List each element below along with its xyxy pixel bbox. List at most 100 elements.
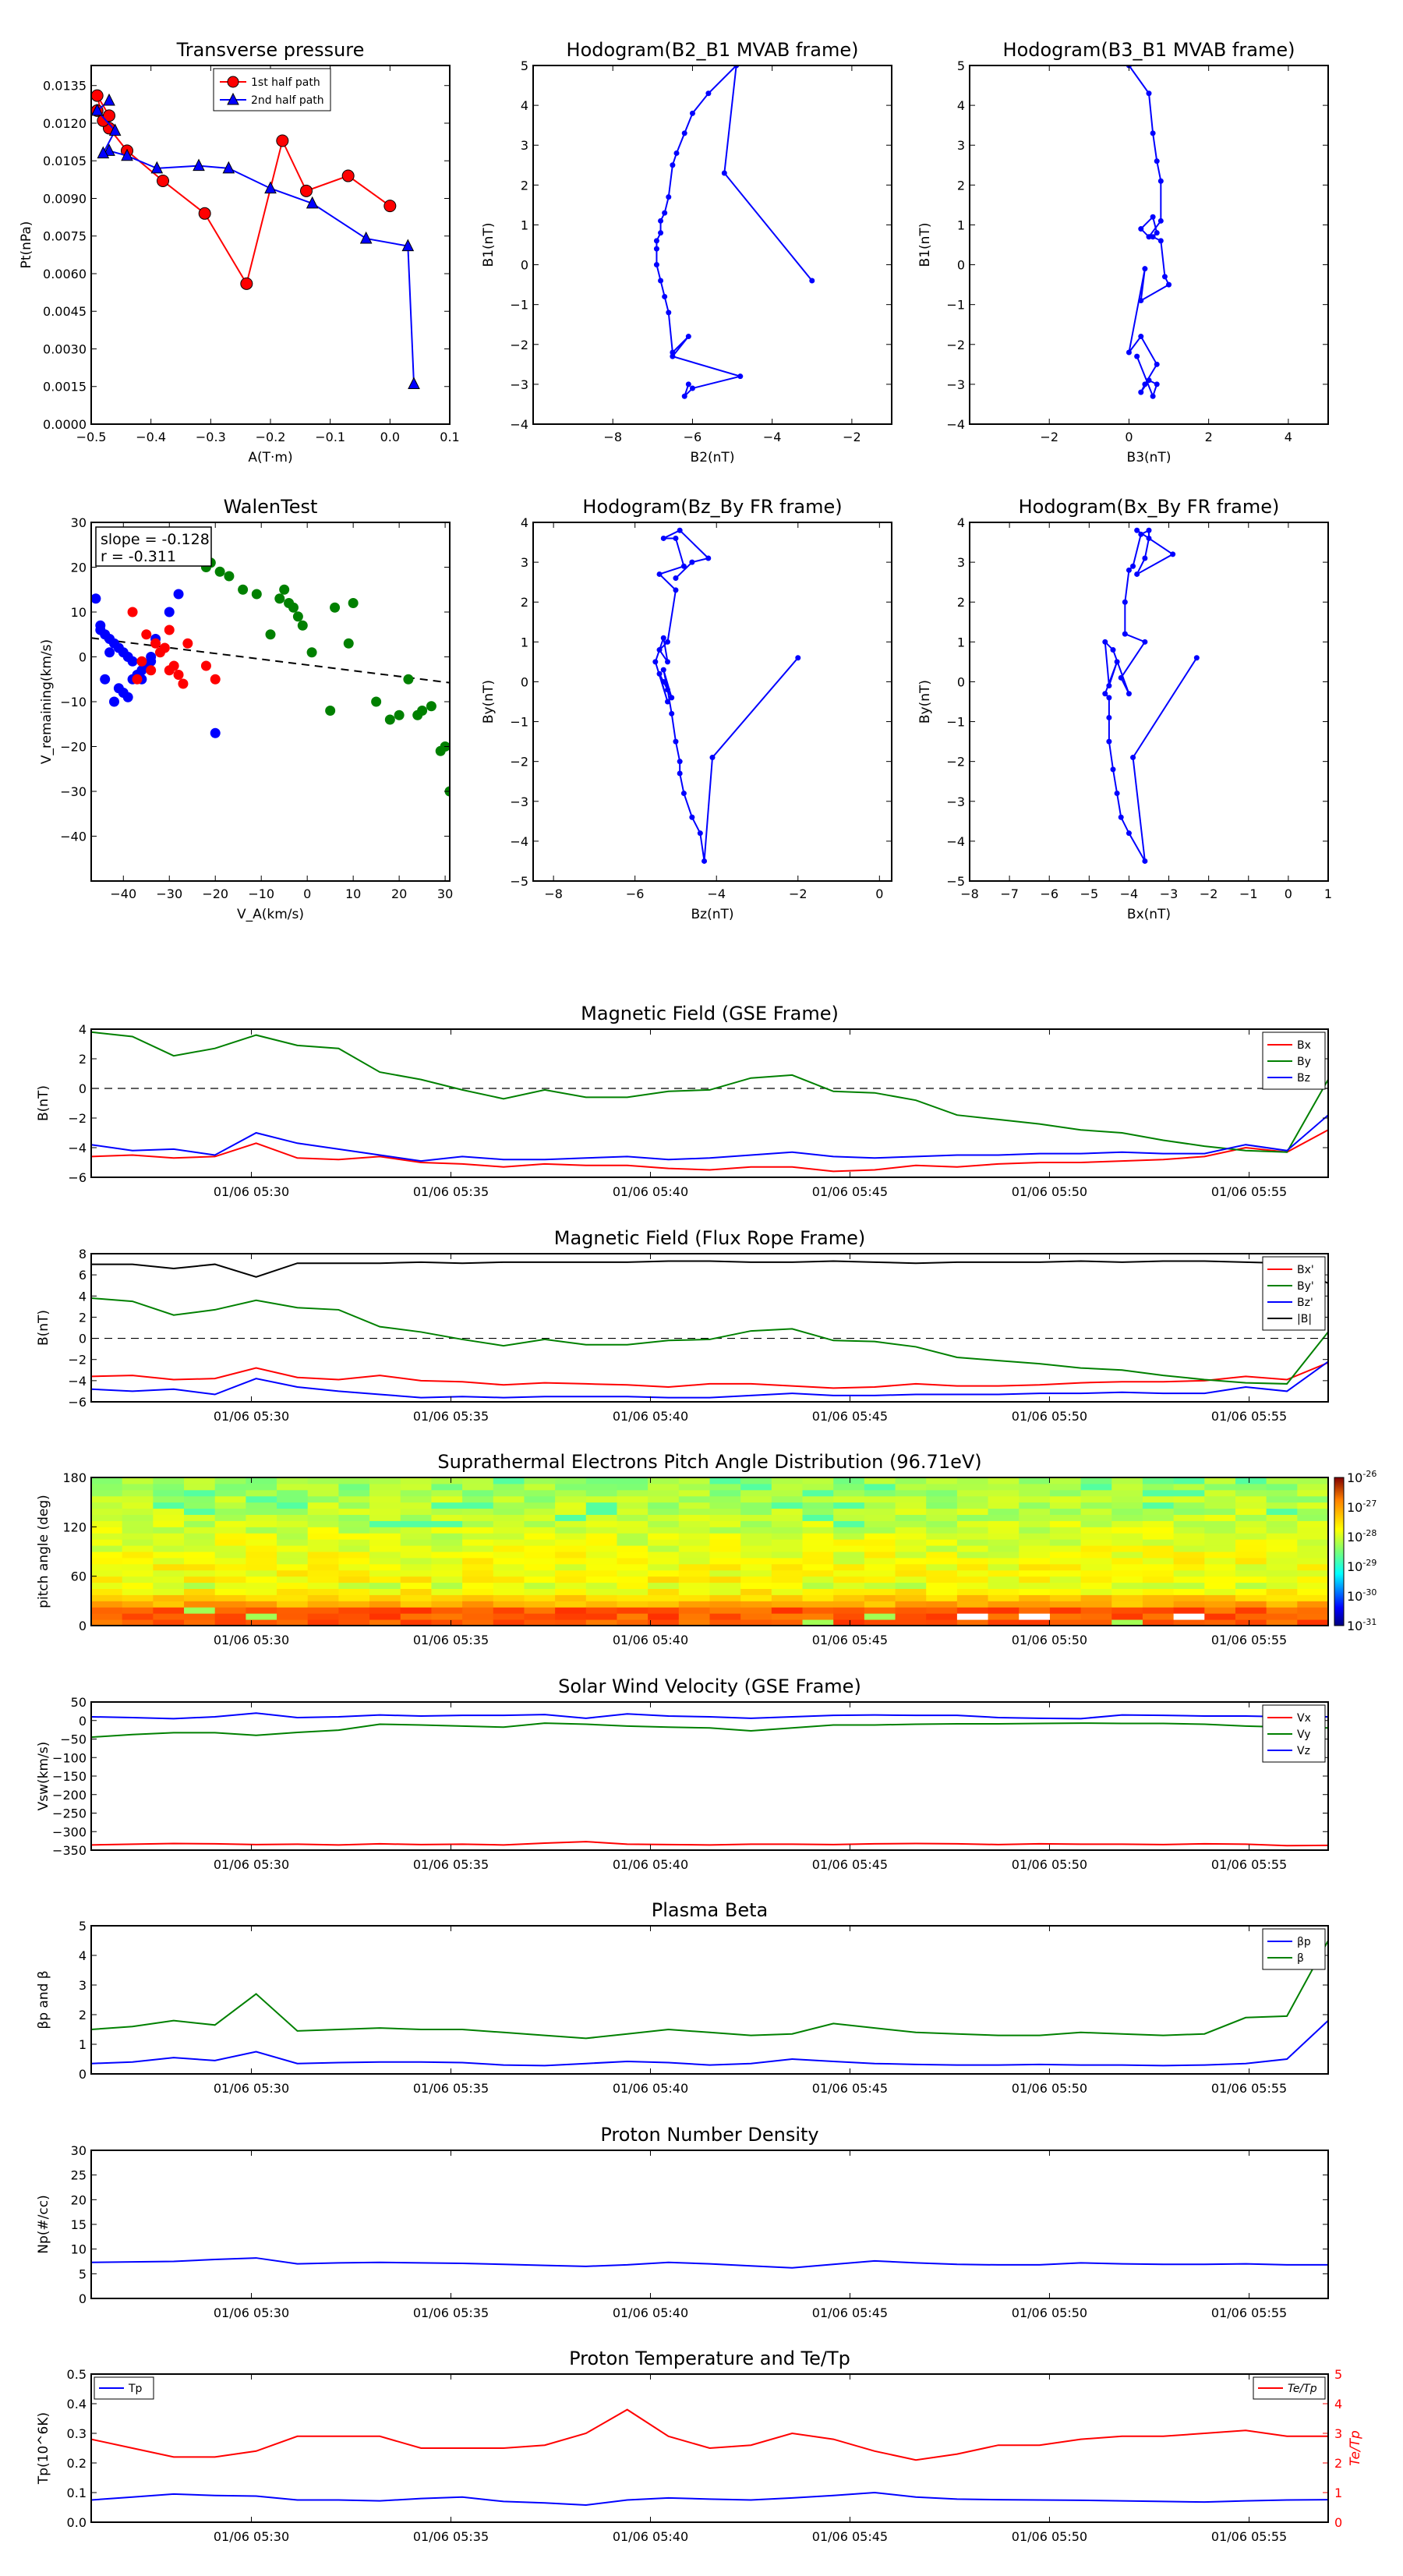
time-tick-label: 01/06 05:55 [1211, 2081, 1287, 2096]
heatmap-cell [926, 1569, 958, 1577]
time-tick-label: 01/06 05:45 [812, 2081, 888, 2096]
heatmap-cell [91, 1601, 123, 1608]
data-point [1150, 214, 1156, 220]
data-point [164, 607, 175, 617]
heatmap-cell [678, 1557, 710, 1565]
heatmap-cell [956, 1563, 989, 1571]
heatmap-cell [307, 1601, 339, 1608]
time-tick-label: 01/06 05:55 [1211, 1184, 1287, 1199]
heatmap-cell [153, 1533, 185, 1540]
heatmap-cell [895, 1483, 927, 1491]
heatmap-cell [184, 1594, 216, 1601]
y-tick-label: 4 [957, 515, 965, 530]
heatmap-cell [1266, 1582, 1298, 1589]
heatmap-cell [833, 1552, 865, 1559]
time-tick-label: 01/06 05:50 [1012, 2081, 1087, 2096]
heatmap-cell [585, 1601, 617, 1608]
heatmap-cell [1204, 1502, 1236, 1509]
heatmap-cell [585, 1594, 617, 1601]
heatmap-cell [709, 1557, 741, 1565]
plot-frame [90, 1701, 1329, 1851]
data-point [214, 566, 225, 577]
heatmap-cell [122, 1545, 154, 1552]
heatmap-cell [91, 1483, 123, 1491]
plot-area [91, 2408, 1328, 2506]
time-tick-label: 01/06 05:35 [413, 2529, 489, 2544]
heatmap-cell [246, 1477, 277, 1484]
heatmap-cell [709, 1502, 741, 1509]
y-axis-label: Np(#/cc) [36, 2195, 51, 2253]
heatmap-cell [1235, 1576, 1267, 1583]
data-point [677, 759, 683, 765]
data-point [653, 262, 659, 268]
heatmap-cell [1019, 1483, 1051, 1491]
heatmap-cell [678, 1594, 710, 1601]
heatmap-cell [1111, 1477, 1143, 1484]
heatmap-cell [1266, 1533, 1298, 1540]
heatmap-cell [802, 1527, 834, 1534]
y-tick-label: 20 [71, 2192, 87, 2207]
heatmap-cell [771, 1527, 804, 1534]
heatmap-cell [1049, 1539, 1082, 1546]
x-tick-label: −8 [544, 886, 563, 901]
heatmap-cell [493, 1527, 525, 1534]
data-point [702, 858, 708, 864]
data-point [154, 647, 165, 658]
data-point [1142, 555, 1148, 561]
data-point [300, 184, 313, 197]
heatmap-cell [740, 1477, 772, 1484]
heatmap-cell [833, 1619, 865, 1626]
heatmap-cell [1235, 1588, 1267, 1595]
y-tick-label: −3 [510, 377, 528, 392]
data-point [737, 373, 744, 380]
data-point [348, 598, 359, 608]
heatmap-cell [277, 1477, 309, 1484]
plot-area [91, 1712, 1328, 1847]
heatmap-cell [246, 1514, 277, 1521]
data-point [383, 200, 397, 213]
heatmap-cell [1173, 1607, 1205, 1614]
heatmap-cell [1111, 1594, 1143, 1601]
heatmap-cell [1173, 1539, 1205, 1546]
heatmap-cell [740, 1601, 772, 1608]
y-tick-label: 0 [79, 1081, 87, 1096]
heatmap-cell [184, 1552, 216, 1559]
heatmap-cell [555, 1539, 587, 1546]
heatmap-cell [1142, 1477, 1175, 1484]
x-tick-label: 0.0 [380, 430, 400, 444]
heatmap-cell [1235, 1514, 1267, 1521]
heatmap-cell [833, 1539, 865, 1546]
heatmap-cell [400, 1545, 432, 1552]
heatmap-cell [1111, 1533, 1143, 1540]
heatmap-cell [617, 1533, 648, 1540]
data-point [1146, 90, 1152, 97]
heatmap-cell [431, 1508, 463, 1515]
time-tick-label: 01/06 05:35 [413, 2305, 489, 2320]
heatmap-cell [1266, 1557, 1298, 1565]
heatmap-cell [524, 1545, 556, 1552]
heatmap-cell [1204, 1477, 1236, 1484]
heatmap-cell [1019, 1601, 1051, 1608]
heatmap-cell [1142, 1483, 1175, 1491]
data-point [652, 659, 659, 665]
heatmap-cell [400, 1514, 432, 1521]
heatmap-cell [1111, 1613, 1143, 1620]
data-point [1130, 755, 1136, 761]
heatmap-cell [678, 1613, 710, 1620]
heatmap-cell [1235, 1557, 1267, 1565]
series-line-β [91, 1940, 1328, 2040]
heatmap-cell [678, 1539, 710, 1546]
heatmap-cell [1297, 1545, 1328, 1552]
heatmap-cell [1297, 1594, 1328, 1601]
heatmap-cell [338, 1576, 370, 1583]
heatmap-cell [1080, 1594, 1112, 1601]
heatmap-cell [678, 1588, 710, 1595]
heatmap-cell [864, 1533, 896, 1540]
heatmap-cell [1204, 1483, 1236, 1491]
heatmap-cell [277, 1520, 309, 1527]
heatmap-cell [833, 1569, 865, 1577]
heatmap-cell [431, 1557, 463, 1565]
heatmap-cell [956, 1477, 989, 1484]
heatmap-cell [617, 1483, 648, 1491]
heatmap-cell [184, 1520, 216, 1527]
